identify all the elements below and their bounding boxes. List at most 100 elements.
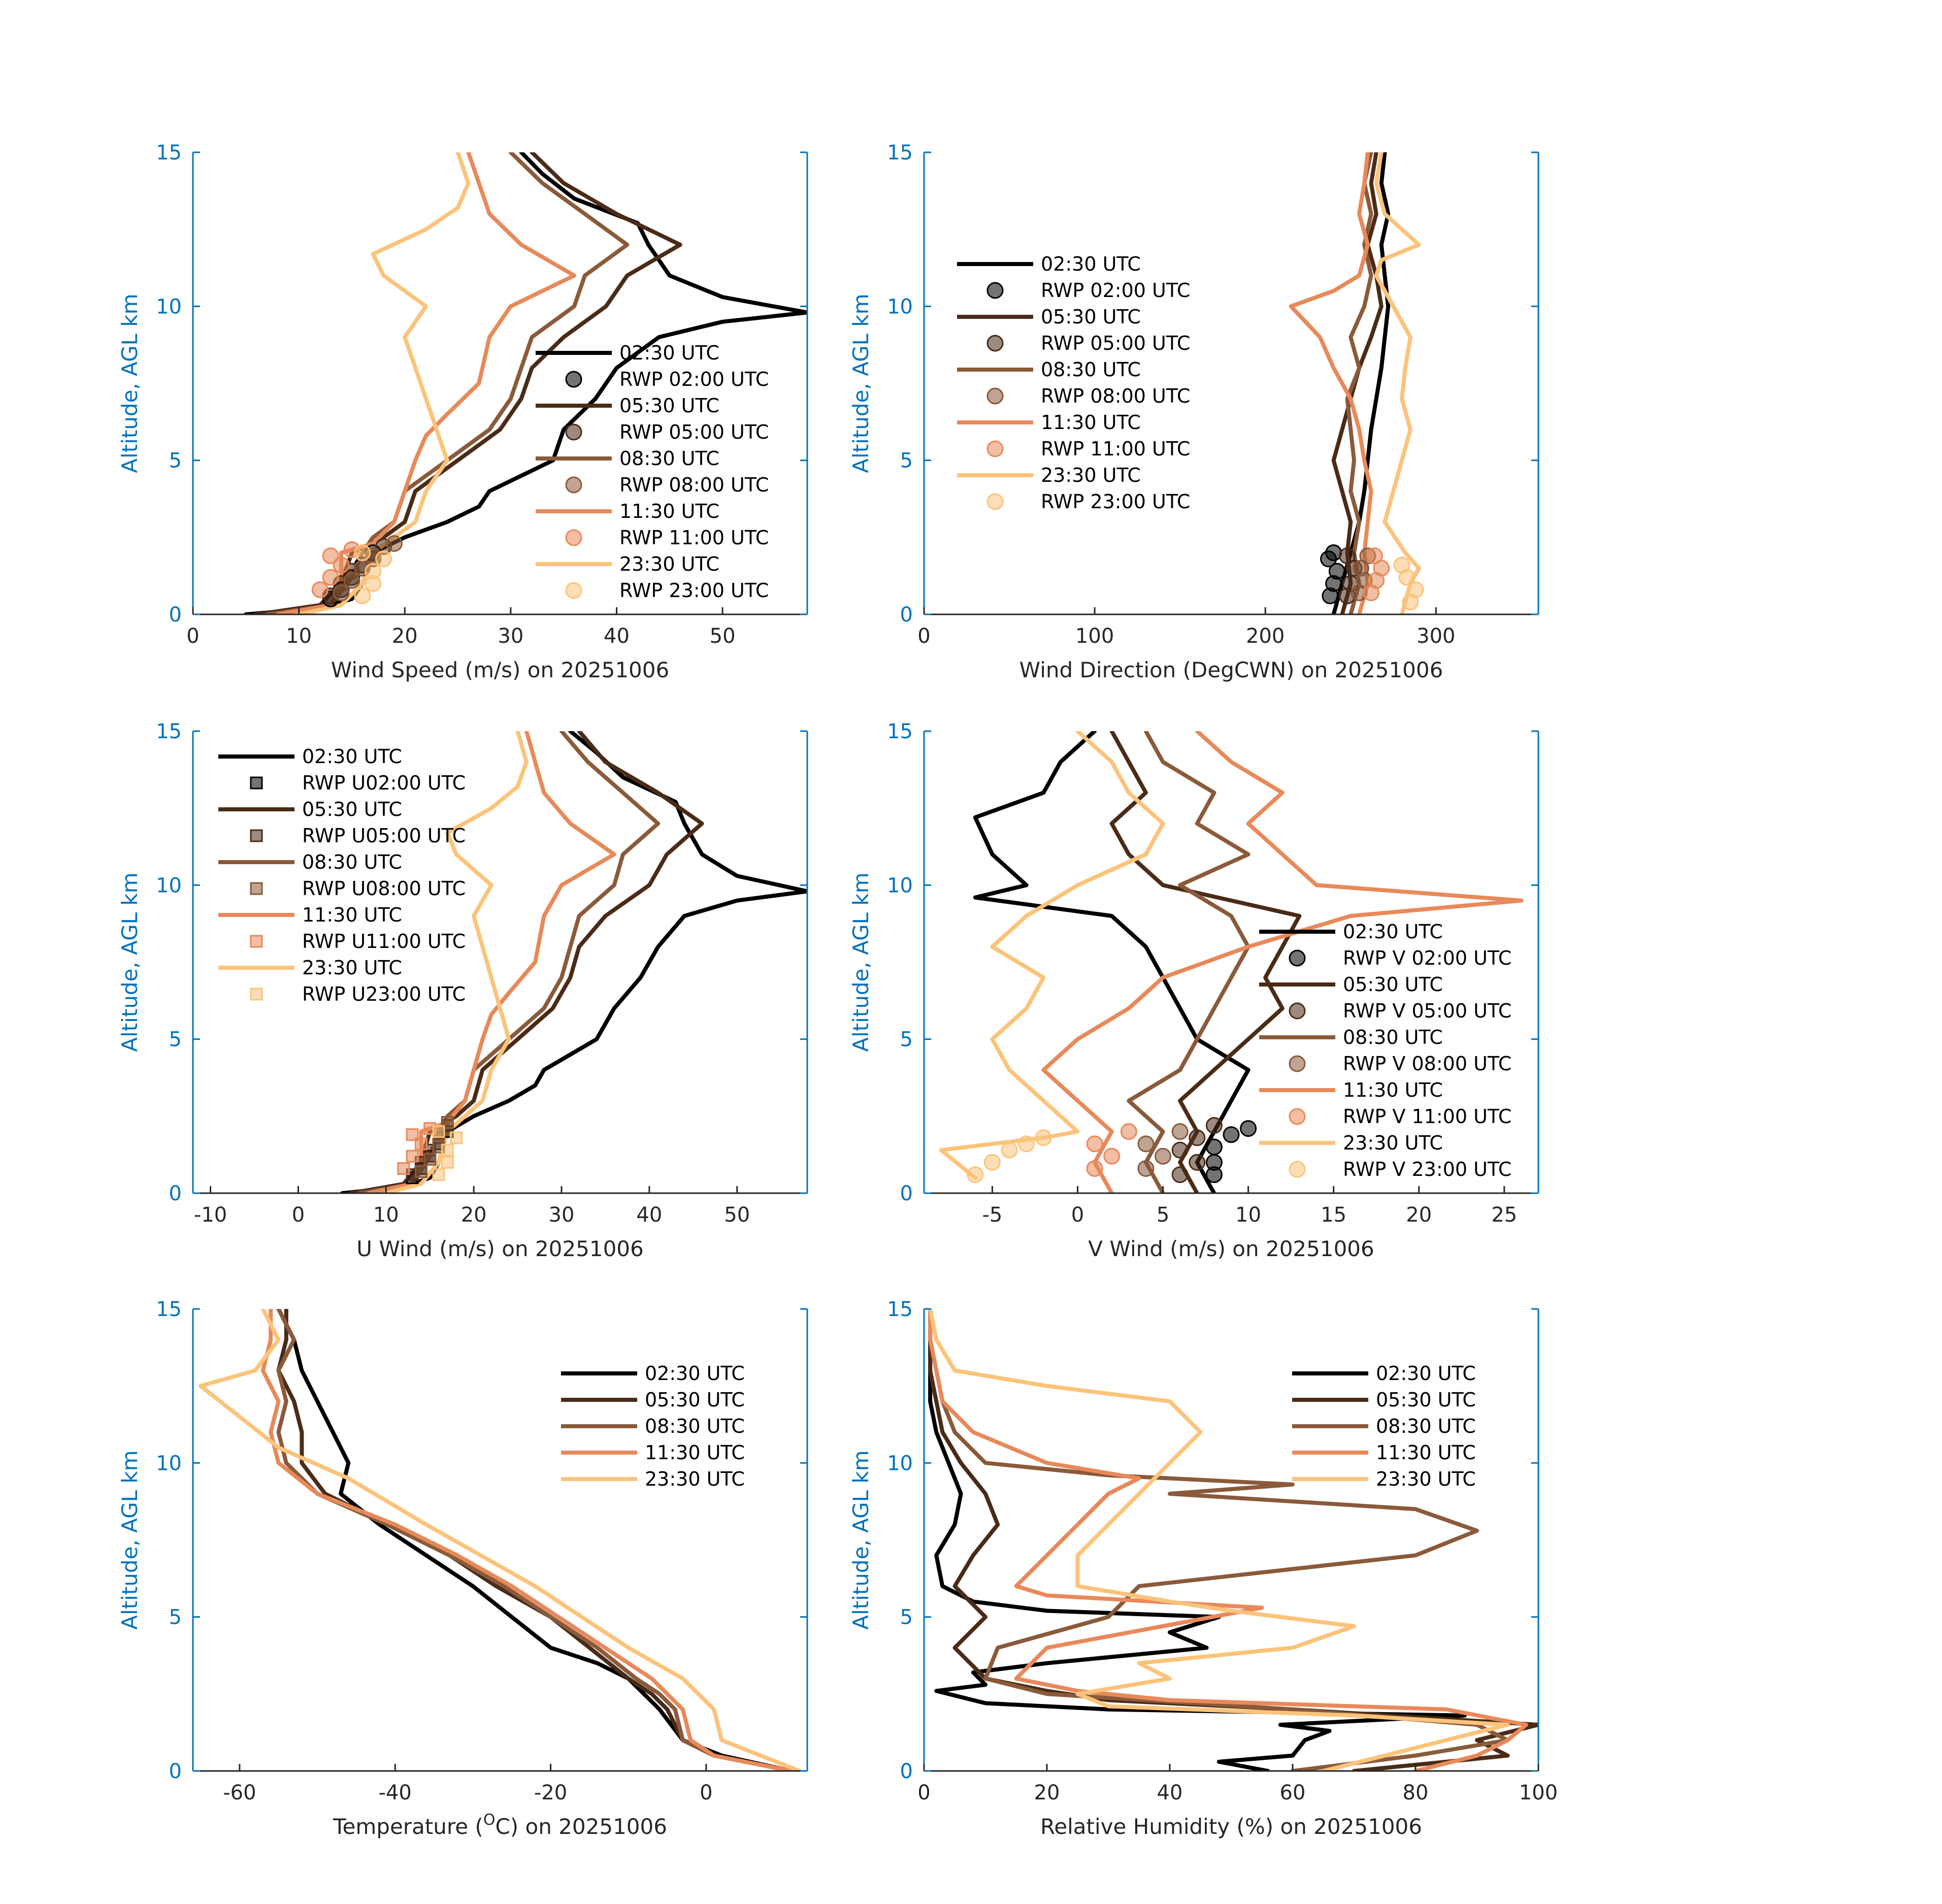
y-tick-label: 5 xyxy=(169,1606,182,1629)
legend-label: 02:30 UTC xyxy=(1041,253,1141,275)
x-axis-label: V Wind (m/s) on 20251006 xyxy=(1088,1236,1374,1261)
panel-vwind: 0 5 10 15 -5 0 5 10 15 20 25 V Wind (m/s) on 202510… xyxy=(848,720,1539,1261)
x-tick-label: 40 xyxy=(636,1203,662,1227)
x-tick-label: 10 xyxy=(373,1203,399,1227)
legend-label: RWP U11:00 UTC xyxy=(302,930,466,953)
legend-swatch-circle xyxy=(1289,1161,1306,1178)
legend-label: RWP U23:00 UTC xyxy=(302,983,466,1005)
scatter-marker xyxy=(1171,1123,1189,1140)
y-tick-label: 15 xyxy=(887,720,913,743)
series-line-1130utc xyxy=(260,1309,794,1771)
legend-label: 11:30 UTC xyxy=(619,500,719,522)
x-tick-label: 0 xyxy=(700,1781,712,1804)
legend-swatch-circle xyxy=(565,529,582,546)
x-axis-label: U Wind (m/s) on 20251006 xyxy=(356,1236,644,1261)
scatter-marker xyxy=(354,544,371,562)
legend-label: 11:30 UTC xyxy=(1041,411,1141,434)
scatter-marker xyxy=(1171,1166,1189,1184)
legend-swatch-circle xyxy=(986,440,1004,457)
x-axis-label: Relative Humidity (%) on 20251006 xyxy=(1040,1814,1422,1839)
legend-label: 08:30 UTC xyxy=(1041,358,1141,381)
legend: 02:30 UTC 05:30 UTC 08:30 UTC 11:30 UTC 23:3… xyxy=(1292,1362,1476,1490)
x-tick-label: 0 xyxy=(186,625,199,648)
series-line-2330utc xyxy=(1374,152,1421,614)
scatter-marker xyxy=(432,1168,445,1181)
series-line-0230utc xyxy=(928,1309,1467,1771)
legend-label: RWP 08:00 UTC xyxy=(619,474,769,496)
y-tick-label: 15 xyxy=(156,1298,182,1321)
legend-swatch-circle xyxy=(986,282,1004,299)
x-tick-label: 0 xyxy=(917,1781,930,1804)
x-tick-label: -20 xyxy=(534,1781,567,1804)
x-axis-label: Temperature (OC) on 20251006 xyxy=(333,1811,667,1839)
y-tick-label: 10 xyxy=(887,1452,913,1475)
scatter-marker xyxy=(1171,1141,1189,1159)
scatter-marker xyxy=(1205,1138,1223,1156)
scatter-marker xyxy=(1035,1129,1052,1146)
legend-label: RWP 11:00 UTC xyxy=(1041,438,1190,460)
legend-label: 05:30 UTC xyxy=(1376,1389,1476,1411)
scatter-marker xyxy=(1120,1123,1137,1140)
plot-area xyxy=(1289,152,1424,614)
legend-label: 02:30 UTC xyxy=(619,342,719,364)
legend-swatch-square xyxy=(250,988,263,1001)
legend-label: 08:30 UTC xyxy=(1376,1415,1476,1437)
y-tick-label: 15 xyxy=(156,141,182,165)
legend-swatch-circle xyxy=(1289,949,1306,967)
y-tick-label: 5 xyxy=(900,449,913,473)
legend-label: 02:30 UTC xyxy=(645,1362,745,1385)
legend-label: 23:30 UTC xyxy=(1376,1468,1476,1490)
x-tick-label: -10 xyxy=(194,1203,227,1227)
scatter-marker xyxy=(1205,1117,1223,1134)
legend-label: 05:30 UTC xyxy=(645,1389,745,1411)
scatter-marker xyxy=(1018,1135,1035,1153)
scatter-marker xyxy=(414,1137,427,1151)
legend-label: RWP 23:00 UTC xyxy=(619,579,769,602)
series-line-0830utc xyxy=(1345,152,1373,614)
legend-label: 02:30 UTC xyxy=(1343,921,1443,943)
scatter-marker xyxy=(423,1153,437,1166)
scatter-marker xyxy=(1325,544,1342,562)
x-tick-label: 30 xyxy=(498,625,523,648)
scatter-marker xyxy=(333,584,350,602)
panel-temp: 0 5 10 15 -60 -40 -20 0 Temperature (OC) on 2025… xyxy=(117,1298,808,1839)
y-tick-label: 10 xyxy=(156,874,182,897)
legend: 02:30 UTC RWP 02:00 UTC 05:30 UTC RWP 05:00… xyxy=(536,342,769,602)
legend-label: RWP V 11:00 UTC xyxy=(1343,1105,1511,1128)
legend-label: 02:30 UTC xyxy=(302,745,402,768)
series-line-1130utc xyxy=(1041,731,1524,1193)
legend-label: 11:30 UTC xyxy=(645,1441,745,1464)
scatter-marker xyxy=(432,1125,445,1138)
scatter-marker xyxy=(385,535,403,552)
y-tick-label: 10 xyxy=(156,295,182,318)
series-line-0530utc xyxy=(1109,731,1302,1193)
x-axis-label: Wind Speed (m/s) on 20251006 xyxy=(331,658,669,682)
x-tick-label: 100 xyxy=(1519,1781,1558,1804)
y-tick-label: 5 xyxy=(900,1606,913,1629)
y-tick-label: 0 xyxy=(169,1182,182,1205)
x-tick-label: 50 xyxy=(724,1203,750,1227)
panel-rh: 0 5 10 15 0 20 40 60 80 100 Relative Humidity (%) … xyxy=(848,1298,1558,1839)
legend-label: 08:30 UTC xyxy=(645,1415,745,1437)
x-tick-label: 40 xyxy=(604,625,630,648)
legend-swatch-circle xyxy=(986,335,1004,352)
legend-swatch-circle xyxy=(986,493,1004,510)
y-tick-label: 15 xyxy=(156,720,182,743)
legend-swatch-square xyxy=(250,776,263,790)
y-tick-label: 15 xyxy=(887,1298,913,1321)
scatter-marker xyxy=(375,550,392,568)
legend-label: RWP V 02:00 UTC xyxy=(1343,947,1511,969)
scatter-marker xyxy=(1240,1120,1257,1137)
scatter-marker xyxy=(1328,563,1345,580)
series-line-0230utc xyxy=(973,731,1250,1193)
scatter-marker xyxy=(1001,1141,1018,1159)
legend-swatch-circle xyxy=(565,476,582,494)
scatter-marker xyxy=(354,587,371,605)
legend-label: RWP 05:00 UTC xyxy=(1041,332,1190,354)
legend-swatch-circle xyxy=(565,371,582,388)
x-tick-label: 5 xyxy=(1157,1203,1169,1227)
scatter-marker xyxy=(406,1150,419,1163)
x-tick-label: 20 xyxy=(392,625,418,648)
series-line-1130utc xyxy=(1289,152,1373,614)
plot-area xyxy=(928,1309,1538,1771)
